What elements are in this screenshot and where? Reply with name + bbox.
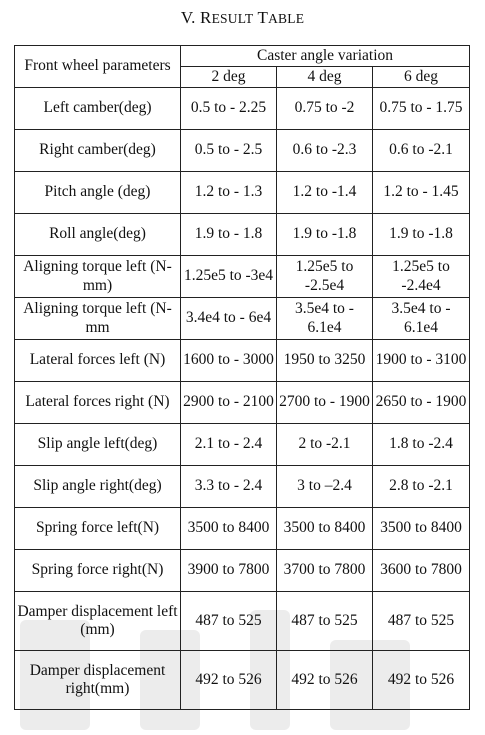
table-row: Slip angle left(deg) 2.1 to - 2.4 2 to -2.… xyxy=(14,423,471,466)
row-value-cell: 1.2 to - 1.45 xyxy=(371,171,471,214)
table-row: Aligning torque left (N-mm 3.4e4 to - 6e4… xyxy=(14,297,471,340)
row-value-cell: 1.9 to - 1.8 xyxy=(180,213,277,256)
row-parameter-label: Damper displacement right(mm) xyxy=(14,650,181,710)
row-value-cell: 1900 to - 3100 xyxy=(371,339,471,382)
table-row: Lateral forces right (N) 2900 to - 2100 27… xyxy=(14,381,471,424)
title-word1-initial: R xyxy=(200,8,212,27)
row-value-cell: 2700 to - 1900 xyxy=(276,381,373,424)
row-value-cell: 3 to –2.4 xyxy=(276,465,373,508)
row-parameter-label: Pitch angle (deg) xyxy=(14,171,181,214)
row-value-cell: 3500 to 8400 xyxy=(180,507,277,550)
row-parameter-label: Right camber(deg) xyxy=(14,129,181,172)
row-value-cell: 3.4e4 to - 6e4 xyxy=(180,297,277,340)
row-parameter-label: Roll angle(deg) xyxy=(14,213,181,256)
row-value-cell: 1.25e5 to -2.4e4 xyxy=(371,255,471,298)
row-value-cell: 492 to 526 xyxy=(180,650,277,710)
row-value-cell: 3500 to 8400 xyxy=(276,507,373,550)
row-value-cell: 487 to 525 xyxy=(180,591,277,651)
row-value-cell: 3.5e4 to - 6.1e4 xyxy=(276,297,373,340)
row-value-cell: 492 to 526 xyxy=(276,650,373,710)
row-value-cell: 2900 to - 2100 xyxy=(180,381,277,424)
row-parameter-label: Aligning torque left (N-mm xyxy=(14,297,181,340)
row-parameter-label: Lateral forces right (N) xyxy=(14,381,181,424)
row-parameter-label: Damper displacement left (mm) xyxy=(14,591,181,651)
header-param-cell: Front wheel parameters xyxy=(14,45,181,88)
title-word1-rest: ESULT xyxy=(211,11,254,26)
row-parameter-label: Slip angle left(deg) xyxy=(14,423,181,466)
table-title: V. RESULT TABLE xyxy=(0,8,485,28)
row-value-cell: 1.25e5 to -3e4 xyxy=(180,255,277,298)
table-row: Right camber(deg) 0.5 to - 2.5 0.6 to -2.3… xyxy=(14,129,471,172)
row-value-cell: 2.8 to -2.1 xyxy=(371,465,471,508)
table-row: Slip angle right(deg) 3.3 to - 2.4 3 to –2… xyxy=(14,465,471,508)
row-parameter-label: Slip angle right(deg) xyxy=(14,465,181,508)
row-value-cell: 3900 to 7800 xyxy=(180,549,277,592)
title-word2-initial: T xyxy=(257,8,269,27)
row-value-cell: 0.6 to -2.3 xyxy=(276,129,373,172)
table-row: Spring force right(N) 3900 to 7800 3700 to… xyxy=(14,549,471,592)
table-row: Damper displacement right(mm) 492 to 526 4… xyxy=(14,650,471,710)
row-value-cell: 3500 to 8400 xyxy=(371,507,471,550)
title-numeral: V. xyxy=(180,8,196,27)
table-row: Left camber(deg) 0.5 to - 2.25 0.75 to -2 0… xyxy=(14,87,471,130)
result-table: Front wheel parameters Caster angle vari… xyxy=(14,45,471,710)
row-value-cell: 0.6 to -2.1 xyxy=(371,129,471,172)
column-header-2deg: 2 deg xyxy=(180,66,277,88)
title-word2-rest: ABLE xyxy=(268,11,305,26)
table-row: Pitch angle (deg) 1.2 to - 1.3 1.2 to -1.4… xyxy=(14,171,471,214)
row-value-cell: 2650 to - 1900 xyxy=(371,381,471,424)
table-row: Lateral forces left (N) 1600 to - 3000 195… xyxy=(14,339,471,382)
row-value-cell: 0.75 to - 1.75 xyxy=(371,87,471,130)
row-value-cell: 0.75 to -2 xyxy=(276,87,373,130)
table-header-row: Front wheel parameters Caster angle vari… xyxy=(14,45,471,88)
row-value-cell: 487 to 525 xyxy=(371,591,471,651)
column-header-6deg: 6 deg xyxy=(371,66,471,88)
row-value-cell: 3700 to 7800 xyxy=(276,549,373,592)
row-value-cell: 1.25e5 to -2.5e4 xyxy=(276,255,373,298)
table-row: Aligning torque left (N-mm) 1.25e5 to -3e… xyxy=(14,255,471,298)
row-value-cell: 1.9 to -1.8 xyxy=(371,213,471,256)
row-parameter-label: Left camber(deg) xyxy=(14,87,181,130)
row-value-cell: 1.9 to -1.8 xyxy=(276,213,373,256)
table-subheader-row: 2 deg 4 deg 6 deg xyxy=(15,66,471,88)
table-row: Damper displacement left (mm) 487 to 525 4… xyxy=(14,591,471,651)
row-value-cell: 1.8 to -2.4 xyxy=(371,423,471,466)
row-value-cell: 1600 to - 3000 xyxy=(180,339,277,382)
row-value-cell: 1950 to 3250 xyxy=(276,339,373,382)
row-parameter-label: Lateral forces left (N) xyxy=(14,339,181,382)
row-value-cell: 1.2 to - 1.3 xyxy=(180,171,277,214)
header-group-cell: Caster angle variation xyxy=(179,45,471,67)
row-value-cell: 3.5e4 to - 6.1e4 xyxy=(371,297,471,340)
row-parameter-label: Spring force left(N) xyxy=(14,507,181,550)
row-value-cell: 0.5 to - 2.25 xyxy=(180,87,277,130)
row-parameter-label: Aligning torque left (N-mm) xyxy=(14,255,181,298)
row-value-cell: 1.2 to -1.4 xyxy=(276,171,373,214)
row-value-cell: 487 to 525 xyxy=(276,591,373,651)
column-header-4deg: 4 deg xyxy=(276,66,373,88)
table-row: Spring force left(N) 3500 to 8400 3500 to … xyxy=(14,507,471,550)
row-value-cell: 3.3 to - 2.4 xyxy=(180,465,277,508)
row-value-cell: 3600 to 7800 xyxy=(371,549,471,592)
row-value-cell: 2.1 to - 2.4 xyxy=(180,423,277,466)
row-value-cell: 0.5 to - 2.5 xyxy=(180,129,277,172)
row-value-cell: 492 to 526 xyxy=(371,650,471,710)
table-row: Roll angle(deg) 1.9 to - 1.8 1.9 to -1.8 1.… xyxy=(14,213,471,256)
row-parameter-label: Spring force right(N) xyxy=(14,549,181,592)
row-value-cell: 2 to -2.1 xyxy=(276,423,373,466)
